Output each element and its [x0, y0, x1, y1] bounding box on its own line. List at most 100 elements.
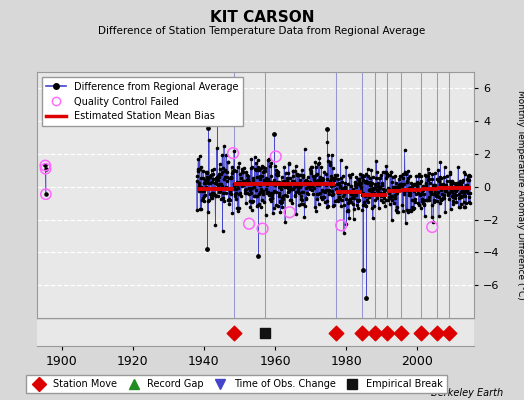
Point — [347, 191, 355, 197]
Point — [236, 174, 245, 181]
Point — [274, 168, 282, 175]
Point — [370, 185, 378, 191]
Text: Difference of Station Temperature Data from Regional Average: Difference of Station Temperature Data f… — [99, 26, 425, 36]
Point — [397, 180, 406, 187]
Point — [413, 179, 421, 185]
Point — [383, 171, 391, 177]
Point — [362, 295, 370, 302]
Point — [300, 214, 309, 220]
Point — [444, 192, 453, 198]
Point — [294, 185, 303, 191]
Point — [201, 177, 210, 183]
Point — [306, 166, 314, 173]
Point — [430, 182, 438, 188]
Point — [249, 181, 258, 187]
Point — [380, 187, 389, 194]
Point — [417, 330, 425, 336]
Point — [293, 188, 302, 194]
Point — [335, 180, 343, 186]
Point — [423, 173, 432, 180]
Point — [452, 192, 460, 198]
Point — [402, 207, 411, 213]
Point — [250, 184, 258, 190]
Point — [379, 190, 388, 196]
Point — [229, 168, 237, 174]
Point — [373, 169, 381, 175]
Point — [213, 145, 221, 152]
Point — [315, 182, 323, 188]
Point — [355, 176, 363, 182]
Point — [434, 167, 443, 173]
Point — [257, 165, 265, 171]
Point — [218, 183, 226, 190]
Point — [300, 145, 309, 152]
Point — [213, 102, 222, 108]
Point — [296, 172, 304, 179]
Point — [391, 173, 399, 179]
Point — [292, 210, 300, 217]
Point — [301, 178, 309, 184]
Point — [433, 198, 441, 204]
Point — [196, 166, 204, 172]
Point — [411, 191, 420, 198]
Point — [379, 186, 387, 192]
Point — [242, 169, 250, 176]
Point — [375, 183, 383, 190]
Point — [250, 192, 258, 199]
Point — [225, 196, 234, 202]
Point — [212, 178, 220, 184]
Point — [351, 190, 359, 196]
Point — [329, 191, 337, 198]
Point — [407, 184, 416, 190]
Point — [319, 188, 327, 194]
Point — [450, 187, 458, 194]
Point — [199, 195, 207, 201]
Point — [321, 199, 329, 205]
Point — [195, 188, 204, 194]
Point — [361, 202, 369, 209]
Point — [274, 202, 282, 209]
Point — [388, 197, 397, 203]
Point — [389, 186, 398, 193]
Point — [273, 178, 281, 185]
Point — [442, 182, 450, 188]
Point — [371, 197, 379, 204]
Point — [252, 187, 260, 193]
Point — [361, 179, 369, 186]
Point — [256, 173, 265, 180]
Point — [328, 188, 336, 194]
Point — [463, 176, 471, 182]
Point — [369, 185, 377, 191]
Point — [395, 184, 403, 191]
Point — [282, 183, 291, 190]
Point — [337, 222, 345, 228]
Point — [228, 210, 236, 216]
Point — [329, 203, 337, 210]
Point — [399, 175, 408, 181]
Point — [464, 190, 472, 196]
Point — [276, 198, 284, 205]
Point — [449, 194, 457, 200]
Point — [377, 172, 385, 178]
Point — [463, 182, 472, 188]
Point — [447, 181, 455, 187]
Point — [402, 171, 410, 177]
Point — [422, 180, 431, 186]
Point — [233, 179, 241, 185]
Point — [350, 216, 358, 222]
Point — [270, 205, 278, 212]
Point — [200, 198, 209, 204]
Point — [317, 164, 325, 171]
Point — [240, 180, 248, 186]
Point — [259, 169, 268, 175]
Point — [275, 179, 283, 185]
Point — [453, 180, 462, 186]
Point — [427, 190, 435, 197]
Point — [41, 166, 50, 172]
Point — [244, 175, 253, 182]
Point — [452, 182, 460, 188]
Point — [353, 181, 361, 187]
Point — [271, 189, 280, 196]
Point — [230, 181, 238, 188]
Point — [432, 192, 441, 198]
